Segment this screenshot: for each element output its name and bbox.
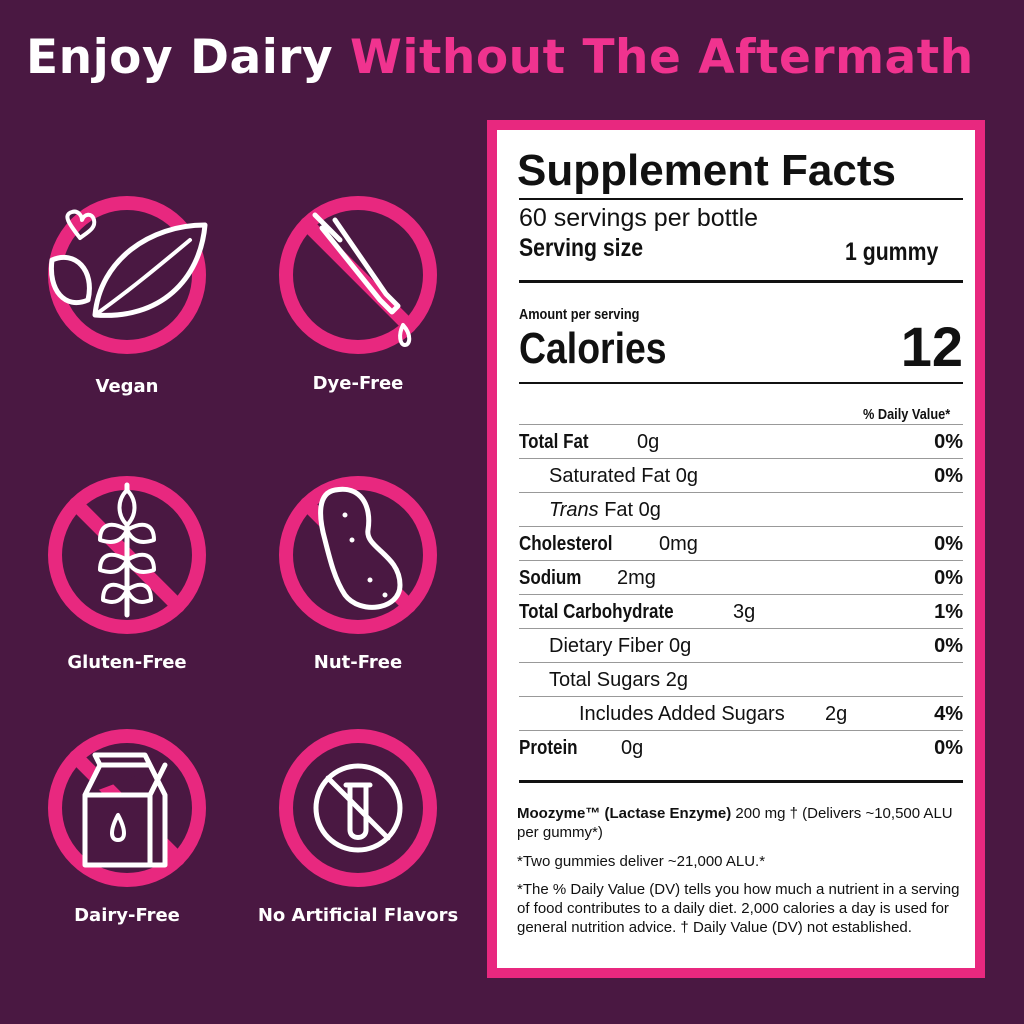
servings: 60 servings per bottle [519, 204, 759, 232]
nutrient-row: Total Fat 0g 0% [519, 424, 963, 459]
rule [519, 198, 963, 200]
feature-label: Vegan [95, 376, 159, 397]
calories-label: Calories [519, 324, 667, 373]
amount: 2g [825, 703, 848, 725]
serving-size: 1 gummy [845, 238, 939, 266]
nut-free-icon [279, 476, 437, 634]
nutrient: Dietary Fiber 0g [549, 635, 692, 657]
vegan-icon [48, 196, 208, 354]
amount: 0g [621, 737, 644, 759]
amount: 3g [733, 601, 756, 623]
dv: 1% [934, 601, 963, 623]
amount: 0g [637, 431, 660, 453]
amount: 0mg [659, 533, 698, 555]
dv: 0% [934, 737, 963, 759]
dv: 0% [934, 533, 963, 555]
headline-pink: Without The Aftermath [350, 30, 974, 85]
nutrient: Sodium [519, 567, 582, 589]
supplement-facts: Supplement Facts 60 servings per bottle … [487, 120, 985, 978]
nutrient-row: Saturated Fat 0g 0% [519, 458, 963, 493]
feature-label: Nut-Free [313, 652, 403, 673]
nutrient-row: Total Carbohydrate 3g 1% [519, 594, 963, 629]
nutrient: Total Carbohydrate [519, 601, 674, 623]
nutrient: Total Sugars 2g [549, 669, 688, 691]
nutrient: Total Fat [519, 431, 589, 453]
rule [519, 780, 963, 783]
rule [519, 382, 963, 384]
note: *The % Daily Value (DV) tells you how mu… [517, 881, 960, 936]
amount: 2mg [617, 567, 656, 589]
nutrient: Protein [519, 737, 578, 759]
amount-label: Amount per serving [519, 306, 640, 323]
dye-free-icon [279, 196, 437, 354]
dv-header: % Daily Value* [863, 406, 951, 423]
serving-size-label: Serving size [519, 234, 644, 262]
calories: 12 [900, 315, 963, 378]
nutrient-row: Includes Added Sugars 2g 4% [519, 696, 963, 731]
nutrient: Cholesterol [519, 533, 613, 555]
note: *Two gummies deliver ~21,000 ALU.* [517, 853, 766, 870]
enzyme-text: 200 mg † (Delivers ~10,500 ALU per gummy… [517, 805, 953, 841]
dv: 0% [934, 567, 963, 589]
enzyme-note: Moozyme™ (Lactase Enzyme) 200 mg † (Deli… [517, 804, 965, 842]
nutrient: Includes Added Sugars [579, 703, 785, 725]
facts-title: Supplement Facts [517, 146, 896, 195]
enzyme-name: Moozyme™ (Lactase Enzyme) [517, 805, 732, 822]
dairy-free-icon [48, 729, 206, 887]
nutrient-italic: Trans [549, 499, 599, 521]
headline-white: Enjoy Dairy [26, 30, 334, 85]
feature-label: Dye-Free [312, 373, 404, 394]
nutrient-row: Trans Fat 0g [519, 492, 963, 527]
gluten-free-icon [48, 476, 206, 634]
nutrient-row: Sodium 2mg 0% [519, 560, 963, 595]
feature-icons [48, 196, 437, 887]
feature-label: Dairy-Free [74, 905, 180, 926]
dv: 0% [934, 465, 963, 487]
nutrient-row: Total Sugars 2g [519, 662, 963, 697]
nutrient-row: Protein 0g 0% [519, 730, 963, 765]
nutrient: Fat 0g [604, 499, 661, 521]
rule [519, 280, 963, 283]
no-artificial-flavors-icon [279, 729, 437, 887]
dv: 0% [934, 635, 963, 657]
headline: Enjoy Dairy Without The Aftermath [26, 30, 974, 85]
nutrient: Saturated Fat 0g [549, 465, 698, 487]
nutrient-row: Cholesterol 0mg 0% [519, 526, 963, 561]
dv: 0% [934, 431, 963, 453]
nutrient-row: Dietary Fiber 0g 0% [519, 628, 963, 663]
dv: 4% [934, 703, 963, 725]
feature-label: No Artificial Flavors [257, 905, 459, 926]
feature-label: Gluten-Free [67, 652, 187, 673]
